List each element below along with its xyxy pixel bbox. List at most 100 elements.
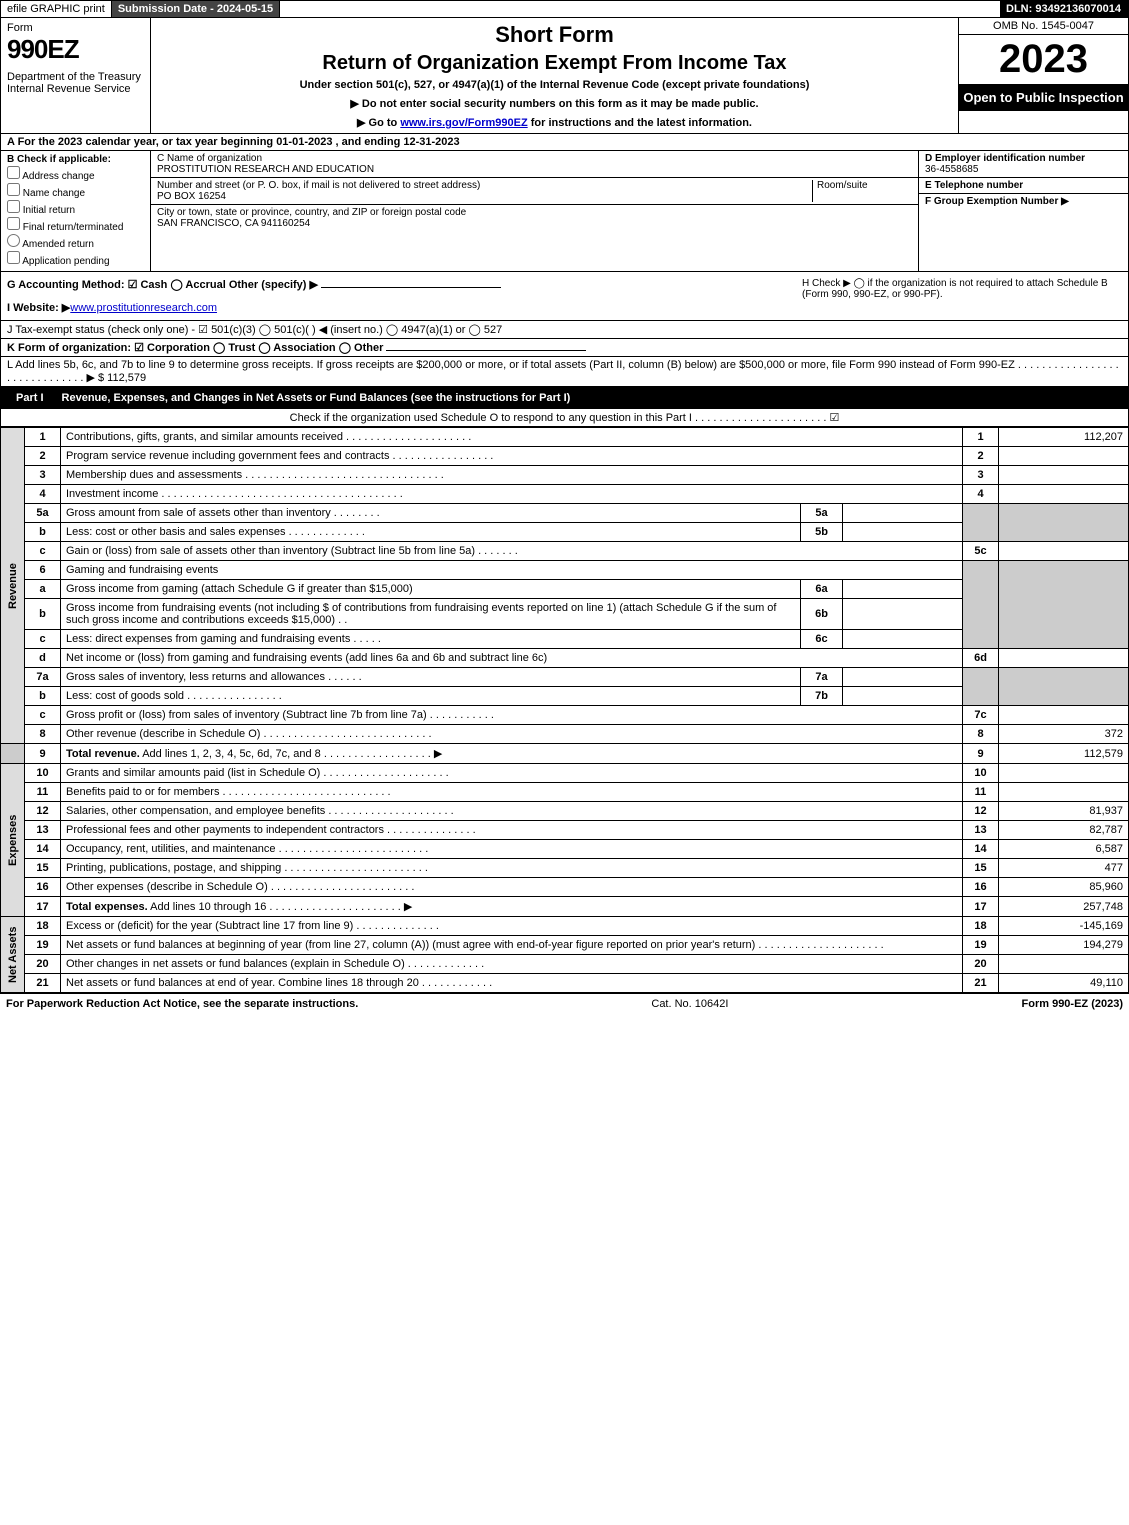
section-bcdef: B Check if applicable: Address change Na… <box>0 151 1129 272</box>
department: Department of the Treasury Internal Reve… <box>7 71 144 95</box>
desc-7c: Gross profit or (loss) from sales of inv… <box>61 706 963 725</box>
val-20 <box>999 955 1129 974</box>
dln: DLN: 93492136070014 <box>1000 1 1128 17</box>
b-final-return[interactable]: Final return/terminated <box>7 217 144 233</box>
desc-6c: Less: direct expenses from gaming and fu… <box>61 630 801 649</box>
ln-16: 16 <box>25 878 61 897</box>
website-link[interactable]: www.prostitutionresearch.com <box>70 302 217 314</box>
val-2 <box>999 447 1129 466</box>
rln-5c: 5c <box>963 542 999 561</box>
ein-value: 36-4558685 <box>925 164 978 175</box>
row-j: J Tax-exempt status (check only one) - ☑… <box>0 321 1129 339</box>
b-item-1: Name change <box>23 188 85 199</box>
desc-12: Salaries, other compensation, and employ… <box>61 802 963 821</box>
cb-name-change[interactable] <box>7 183 20 196</box>
rln-9: 9 <box>963 744 999 764</box>
footer-right: Form 990-EZ (2023) <box>1022 998 1123 1010</box>
ln-7a: 7a <box>25 668 61 687</box>
ln-5b: b <box>25 523 61 542</box>
b-application-pending[interactable]: Application pending <box>7 251 144 267</box>
desc-19: Net assets or fund balances at beginning… <box>61 936 963 955</box>
ln-6c: c <box>25 630 61 649</box>
desc-15: Printing, publications, postage, and shi… <box>61 859 963 878</box>
org-city: SAN FRANCISCO, CA 941160254 <box>157 218 310 229</box>
subval-6b <box>843 599 963 630</box>
top-bar: efile GRAPHIC print Submission Date - 20… <box>0 0 1129 18</box>
cb-address-change[interactable] <box>7 166 20 179</box>
desc-13: Professional fees and other payments to … <box>61 821 963 840</box>
val-11 <box>999 783 1129 802</box>
section-b: B Check if applicable: Address change Na… <box>1 151 151 271</box>
rln-19: 19 <box>963 936 999 955</box>
c-name-row: C Name of organization PROSTITUTION RESE… <box>151 151 918 178</box>
col-cdef: C Name of organization PROSTITUTION RESE… <box>151 151 1128 271</box>
b-item-4: Amended return <box>22 239 94 250</box>
b-amended-return[interactable]: Amended return <box>7 234 144 250</box>
desc-17: Total expenses. Add lines 10 through 16 … <box>61 897 963 917</box>
val-5c <box>999 542 1129 561</box>
b-name-change[interactable]: Name change <box>7 183 144 199</box>
row-h: H Check ▶ ◯ if the organization is not r… <box>802 278 1122 314</box>
rln-14: 14 <box>963 840 999 859</box>
footer-left: For Paperwork Reduction Act Notice, see … <box>6 998 358 1010</box>
b-item-2: Initial return <box>23 205 75 216</box>
rb-amended-return[interactable] <box>7 234 20 247</box>
footer: For Paperwork Reduction Act Notice, see … <box>0 993 1129 1014</box>
desc-4: Investment income . . . . . . . . . . . … <box>61 485 963 504</box>
desc-7a: Gross sales of inventory, less returns a… <box>61 668 801 687</box>
b-address-change[interactable]: Address change <box>7 166 144 182</box>
rln-2: 2 <box>963 447 999 466</box>
ln-6a: a <box>25 580 61 599</box>
val-10 <box>999 764 1129 783</box>
cb-final-return[interactable] <box>7 217 20 230</box>
val-13: 82,787 <box>999 821 1129 840</box>
val-1: 112,207 <box>999 428 1129 447</box>
e-label: E Telephone number <box>925 180 1023 191</box>
subval-7b <box>843 687 963 706</box>
val-7c <box>999 706 1129 725</box>
ln-11: 11 <box>25 783 61 802</box>
ln-20: 20 <box>25 955 61 974</box>
desc-21: Net assets or fund balances at end of ye… <box>61 974 963 993</box>
subln-5b: 5b <box>801 523 843 542</box>
rln-10: 10 <box>963 764 999 783</box>
cb-application-pending[interactable] <box>7 251 20 264</box>
submission-date: Submission Date - 2024-05-15 <box>112 1 280 17</box>
part1-check: Check if the organization used Schedule … <box>0 409 1129 427</box>
ln-6d: d <box>25 649 61 668</box>
desc-7b: Less: cost of goods sold . . . . . . . .… <box>61 687 801 706</box>
rln-4: 4 <box>963 485 999 504</box>
desc-2: Program service revenue including govern… <box>61 447 963 466</box>
form-number: 990EZ <box>7 34 144 65</box>
val-18: -145,169 <box>999 917 1129 936</box>
ln-12: 12 <box>25 802 61 821</box>
side-expenses: Expenses <box>1 764 25 917</box>
desc-14: Occupancy, rent, utilities, and maintena… <box>61 840 963 859</box>
efile-label: efile GRAPHIC print <box>1 1 112 17</box>
form-header: Form 990EZ Department of the Treasury In… <box>0 18 1129 134</box>
rln-18: 18 <box>963 917 999 936</box>
f-label: F Group Exemption Number ▶ <box>925 196 1069 207</box>
desc-1: Contributions, gifts, grants, and simila… <box>61 428 963 447</box>
cb-initial-return[interactable] <box>7 200 20 213</box>
part1-header: Part I Revenue, Expenses, and Changes in… <box>0 387 1129 409</box>
ln-2: 2 <box>25 447 61 466</box>
b-initial-return[interactable]: Initial return <box>7 200 144 216</box>
rln-12: 12 <box>963 802 999 821</box>
note2-suffix: for instructions and the latest informat… <box>528 117 752 129</box>
val-14: 6,587 <box>999 840 1129 859</box>
c-city-label: City or town, state or province, country… <box>157 207 466 218</box>
irs-link[interactable]: www.irs.gov/Form990EZ <box>400 117 527 129</box>
ln-9: 9 <box>25 744 61 764</box>
subval-5a <box>843 504 963 523</box>
rln-3: 3 <box>963 466 999 485</box>
ln-21: 21 <box>25 974 61 993</box>
ln-13: 13 <box>25 821 61 840</box>
val-9: 112,579 <box>999 744 1129 764</box>
val-12: 81,937 <box>999 802 1129 821</box>
rln-16: 16 <box>963 878 999 897</box>
desc-18: Excess or (deficit) for the year (Subtra… <box>61 917 963 936</box>
val-21: 49,110 <box>999 974 1129 993</box>
org-name: PROSTITUTION RESEARCH AND EDUCATION <box>157 164 374 175</box>
subval-7a <box>843 668 963 687</box>
